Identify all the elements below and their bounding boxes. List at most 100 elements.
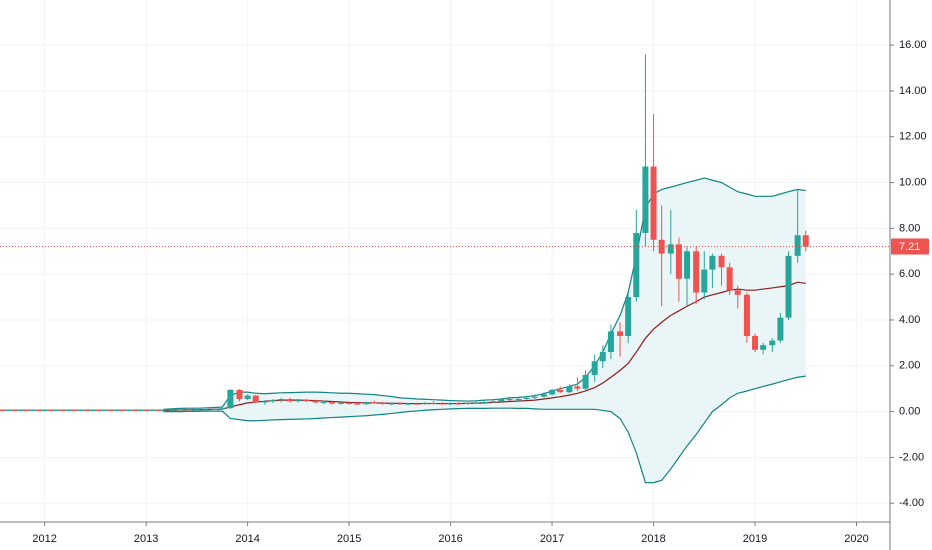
candle-body bbox=[566, 386, 573, 393]
candle-body bbox=[346, 402, 353, 404]
last-price-box bbox=[891, 238, 929, 255]
candle-body bbox=[734, 290, 741, 295]
candle-body bbox=[582, 374, 589, 389]
candle-body bbox=[490, 401, 497, 403]
candle-body bbox=[607, 331, 614, 353]
y-tick-label: -4.00 bbox=[899, 497, 924, 509]
candle-body bbox=[244, 395, 251, 400]
candle-body bbox=[168, 409, 175, 411]
y-tick-label: 16.00 bbox=[899, 39, 927, 51]
x-tick-label: 2019 bbox=[743, 533, 767, 545]
candle-body bbox=[743, 294, 750, 337]
candle-body bbox=[396, 403, 403, 405]
candle-body bbox=[472, 402, 479, 404]
candle-body bbox=[388, 403, 395, 405]
candle-body bbox=[160, 410, 167, 412]
candle-body bbox=[439, 403, 446, 405]
candle-body bbox=[667, 244, 674, 254]
candle-body bbox=[227, 389, 234, 409]
candle-body bbox=[523, 397, 530, 400]
y-tick-label: -2.00 bbox=[899, 451, 924, 463]
candle-body bbox=[599, 352, 606, 362]
candle-body bbox=[718, 255, 725, 268]
candle-body bbox=[236, 389, 243, 400]
candle-body bbox=[549, 389, 556, 395]
candle-body bbox=[430, 402, 437, 404]
candle-body bbox=[287, 399, 294, 402]
y-tick-label: 4.00 bbox=[899, 314, 920, 326]
candle-body bbox=[379, 402, 386, 405]
candle-body bbox=[540, 394, 547, 397]
x-tick-label: 2015 bbox=[337, 533, 361, 545]
candle-body bbox=[363, 402, 370, 405]
candle-body bbox=[785, 255, 792, 318]
candle-body bbox=[312, 400, 319, 403]
candle-body bbox=[252, 395, 259, 403]
candle-body bbox=[371, 402, 378, 404]
candle-body bbox=[802, 235, 809, 247]
x-tick-label: 2020 bbox=[844, 533, 868, 545]
candle-body bbox=[752, 336, 759, 350]
x-tick-label: 2017 bbox=[540, 533, 564, 545]
candle-body bbox=[464, 402, 471, 404]
candle-body bbox=[557, 389, 564, 393]
candle-body bbox=[481, 401, 488, 403]
candle-body bbox=[625, 297, 632, 337]
y-tick-label: 10.00 bbox=[899, 176, 927, 188]
band-line bbox=[163, 375, 806, 484]
candle-body bbox=[642, 166, 649, 233]
y-tick-label: 12.00 bbox=[899, 131, 927, 143]
candle-body bbox=[591, 361, 598, 375]
candle-body bbox=[193, 409, 200, 411]
candle-body bbox=[269, 400, 276, 402]
y-tick-label: 2.00 bbox=[899, 360, 920, 372]
band-fill bbox=[163, 177, 806, 483]
candle-body bbox=[574, 386, 581, 389]
candle-body bbox=[354, 403, 361, 405]
candle-body bbox=[684, 251, 691, 279]
candle-body bbox=[261, 401, 268, 403]
candle-body bbox=[506, 399, 513, 401]
x-tick-label: 2012 bbox=[32, 533, 56, 545]
candle-body bbox=[185, 409, 192, 411]
x-tick-label: 2013 bbox=[134, 533, 158, 545]
candle-body bbox=[617, 331, 624, 337]
candle-body bbox=[219, 408, 226, 410]
candle-body bbox=[422, 402, 429, 404]
y-tick-label: 0.00 bbox=[899, 406, 920, 418]
candle-body bbox=[337, 402, 344, 404]
x-tick-label: 2014 bbox=[235, 533, 259, 545]
candle-body bbox=[760, 345, 767, 350]
candle-body bbox=[633, 232, 640, 298]
candle-body bbox=[328, 401, 335, 404]
candle-body bbox=[320, 401, 327, 403]
y-tick-label: 6.00 bbox=[899, 268, 920, 280]
candle-body bbox=[650, 166, 657, 240]
candle-body bbox=[447, 403, 454, 405]
candle-body bbox=[278, 399, 285, 401]
x-tick-label: 2018 bbox=[641, 533, 665, 545]
candle-body bbox=[404, 403, 411, 405]
candle-body bbox=[709, 255, 716, 270]
y-tick-label: 8.00 bbox=[899, 222, 920, 234]
candle-body bbox=[515, 399, 522, 401]
candle-body bbox=[176, 409, 183, 411]
candle-body bbox=[455, 403, 462, 405]
candle-body bbox=[769, 340, 776, 346]
candle-body bbox=[201, 409, 208, 411]
candle-body bbox=[701, 269, 708, 293]
candle-body bbox=[531, 396, 538, 398]
candle-body bbox=[498, 399, 505, 402]
y-tick-label: 14.00 bbox=[899, 85, 927, 97]
x-tick-label: 2016 bbox=[438, 533, 462, 545]
candle-body bbox=[303, 400, 310, 402]
candle-body bbox=[675, 244, 682, 279]
candle-body bbox=[211, 408, 218, 410]
candle-body bbox=[295, 400, 302, 402]
candle-body bbox=[726, 267, 733, 291]
candle-body bbox=[777, 317, 784, 341]
plot-area bbox=[0, 54, 890, 484]
